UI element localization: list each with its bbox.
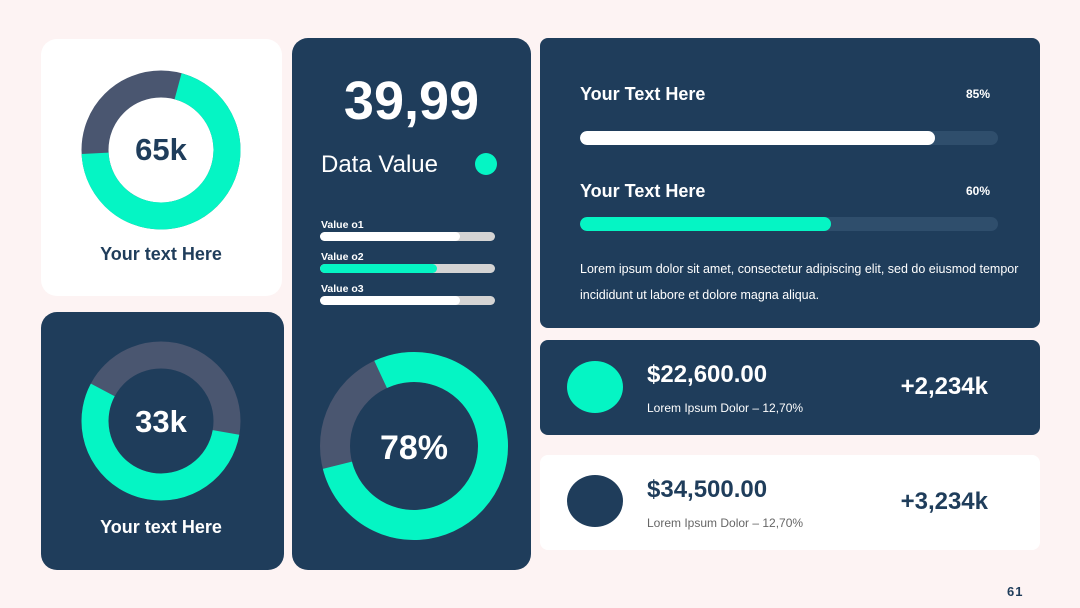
row-percent: 85% [965,87,990,101]
donut-arc [81,70,241,230]
bar-fill [320,232,460,241]
bar-fill [580,217,831,231]
change: +2,234k [900,373,988,400]
bar-track [320,296,495,305]
bar-label: Value o3 [321,283,364,295]
bar-fill [320,296,460,305]
card-d [540,38,1040,328]
row-title: Your Text Here [580,181,706,201]
bar-track [580,131,998,145]
dot [567,475,623,527]
amount: $34,500.00 [647,476,768,503]
page-number: 61 [1007,584,1024,599]
bar-label: Value o2 [321,251,364,263]
caption: Lorem Ipsum Dolor – 12,70% [647,401,804,415]
dot [475,153,497,175]
donut-value: 33k [135,404,187,439]
bar-fill [320,264,438,273]
card-e [540,340,1040,435]
card-title: Data Value [321,151,438,178]
change: +3,234k [900,488,988,515]
donut-value: 65k [135,132,187,167]
big-number: 39,99 [343,71,480,131]
card-f [540,455,1040,550]
donut-arc [320,352,508,540]
donut-value: 78% [379,429,449,467]
donut-arc [81,341,241,501]
bar-track [320,264,495,273]
dot [567,361,623,413]
card-label: Your text Here [100,244,222,264]
bar-fill [580,131,936,145]
row-title: Your Text Here [580,84,706,104]
bar-track [580,217,998,231]
row-percent: 60% [965,184,990,198]
card-label: Your text Here [100,517,222,537]
bar-label: Value o1 [321,219,364,231]
paragraph: Lorem ipsum dolor sit amet, consectetur … [580,262,1019,302]
caption: Lorem Ipsum Dolor – 12,70% [647,516,804,530]
amount: $22,600.00 [647,361,768,388]
bar-track [320,232,495,241]
